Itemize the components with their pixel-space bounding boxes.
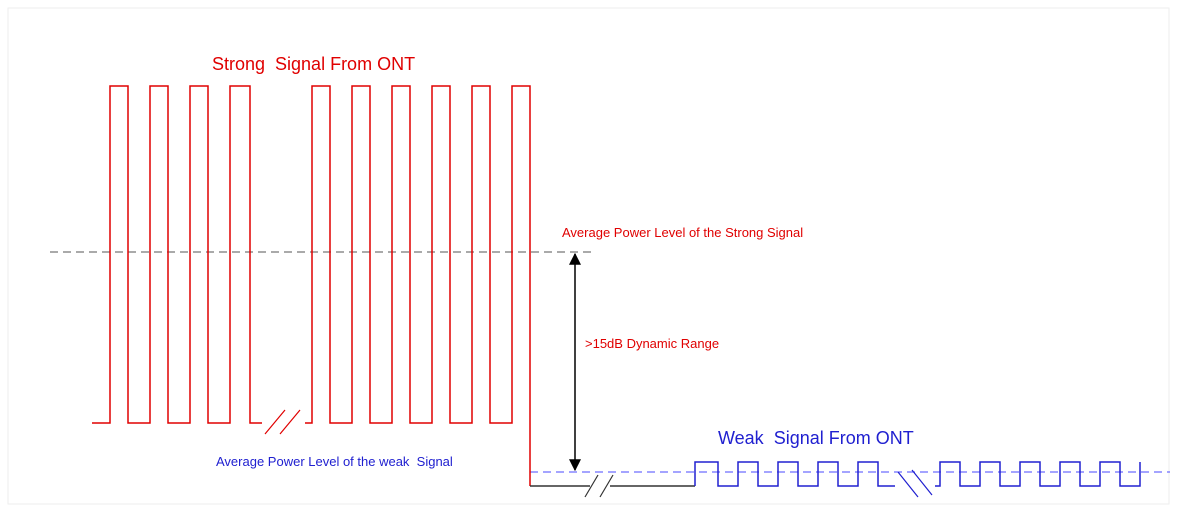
dynamic-range-label: >15dB Dynamic Range xyxy=(585,336,719,351)
break-mark xyxy=(584,474,614,498)
break-mark xyxy=(897,469,933,498)
break-mark xyxy=(264,409,301,435)
strong-signal xyxy=(92,85,531,486)
weak-signal-label: Weak Signal From ONT xyxy=(718,428,914,448)
strong-average-label: Average Power Level of the Strong Signal xyxy=(562,225,803,240)
weak-average-label: Average Power Level of the weak Signal xyxy=(216,454,453,469)
strong-signal-label: Strong Signal From ONT xyxy=(212,54,415,74)
weak-signal xyxy=(694,461,1141,487)
frame xyxy=(7,7,1170,505)
